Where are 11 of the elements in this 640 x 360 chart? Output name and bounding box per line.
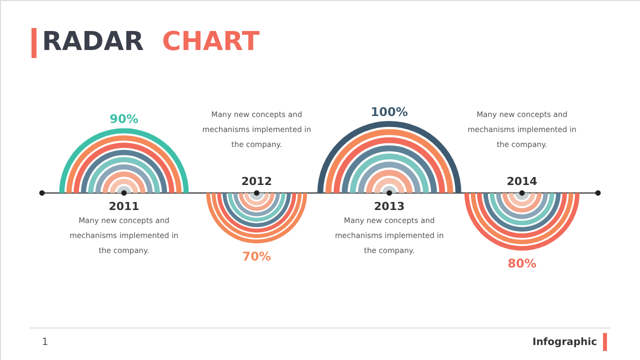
category-label: 2012 <box>241 175 272 188</box>
data-label: 80% <box>508 256 536 271</box>
data-label: 90% <box>110 112 138 126</box>
data-label: 70% <box>242 249 272 264</box>
category-label: 2014 <box>506 175 538 188</box>
text: Infographic <box>532 337 598 348</box>
text: RADAR CHART <box>42 27 260 57</box>
text: 1 <box>42 337 48 348</box>
category-label: 2011 <box>108 200 140 213</box>
data-label: 100% <box>370 105 408 119</box>
category-label: 2013 <box>374 200 405 213</box>
